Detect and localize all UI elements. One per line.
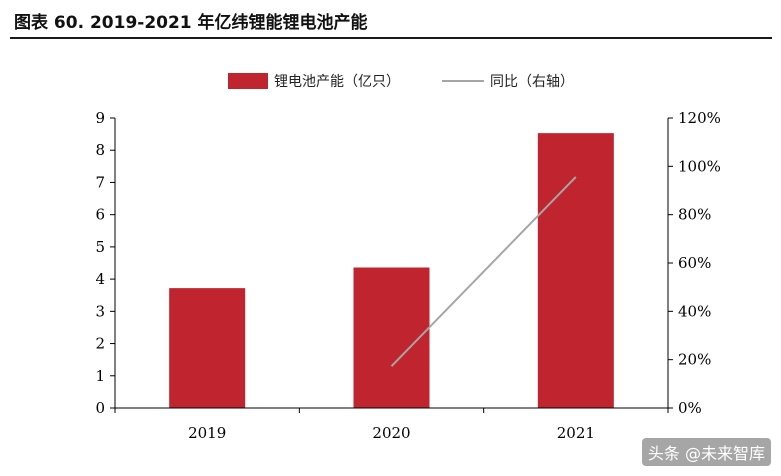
left-tick-label: 4 [95,270,105,288]
x-tick-label: 2019 [188,424,226,442]
right-tick-label: 100% [678,157,721,175]
right-tick-label: 20% [678,351,711,369]
watermark: 头条 @未来智库 [641,438,771,466]
legend-bar-swatch [228,73,268,89]
legend-line-label: 同比（右轴） [490,74,574,90]
left-tick-label: 3 [95,302,105,320]
bar-2020 [353,267,430,408]
right-tick-label: 60% [678,254,711,272]
left-tick-label: 1 [95,367,105,385]
bar-2019 [169,288,246,408]
chart-title: 图表 60. 2019-2021 年亿纬锂能锂电池产能 [14,13,368,33]
right-tick-label: 40% [678,302,711,320]
left-tick-label: 7 [95,173,105,191]
right-tick-label: 0% [678,399,702,417]
left-tick-label: 2 [95,335,105,353]
left-tick-label: 6 [95,206,105,224]
left-tick-label: 9 [95,109,105,127]
title-underline [10,37,772,39]
yoy-line [390,176,577,367]
right-tick-label: 120% [678,109,721,127]
legend: 锂电池产能（亿只） 同比（右轴） [228,73,574,90]
left-tick-label: 8 [95,141,105,159]
left-tick-label: 0 [95,399,105,417]
legend-bar-label: 锂电池产能（亿只） [274,74,400,90]
x-tick-label: 2021 [557,424,595,442]
bar-2021 [537,133,614,408]
right-tick-label: 80% [678,206,711,224]
x-tick-label: 2020 [372,424,410,442]
left-tick-label: 5 [95,238,105,256]
